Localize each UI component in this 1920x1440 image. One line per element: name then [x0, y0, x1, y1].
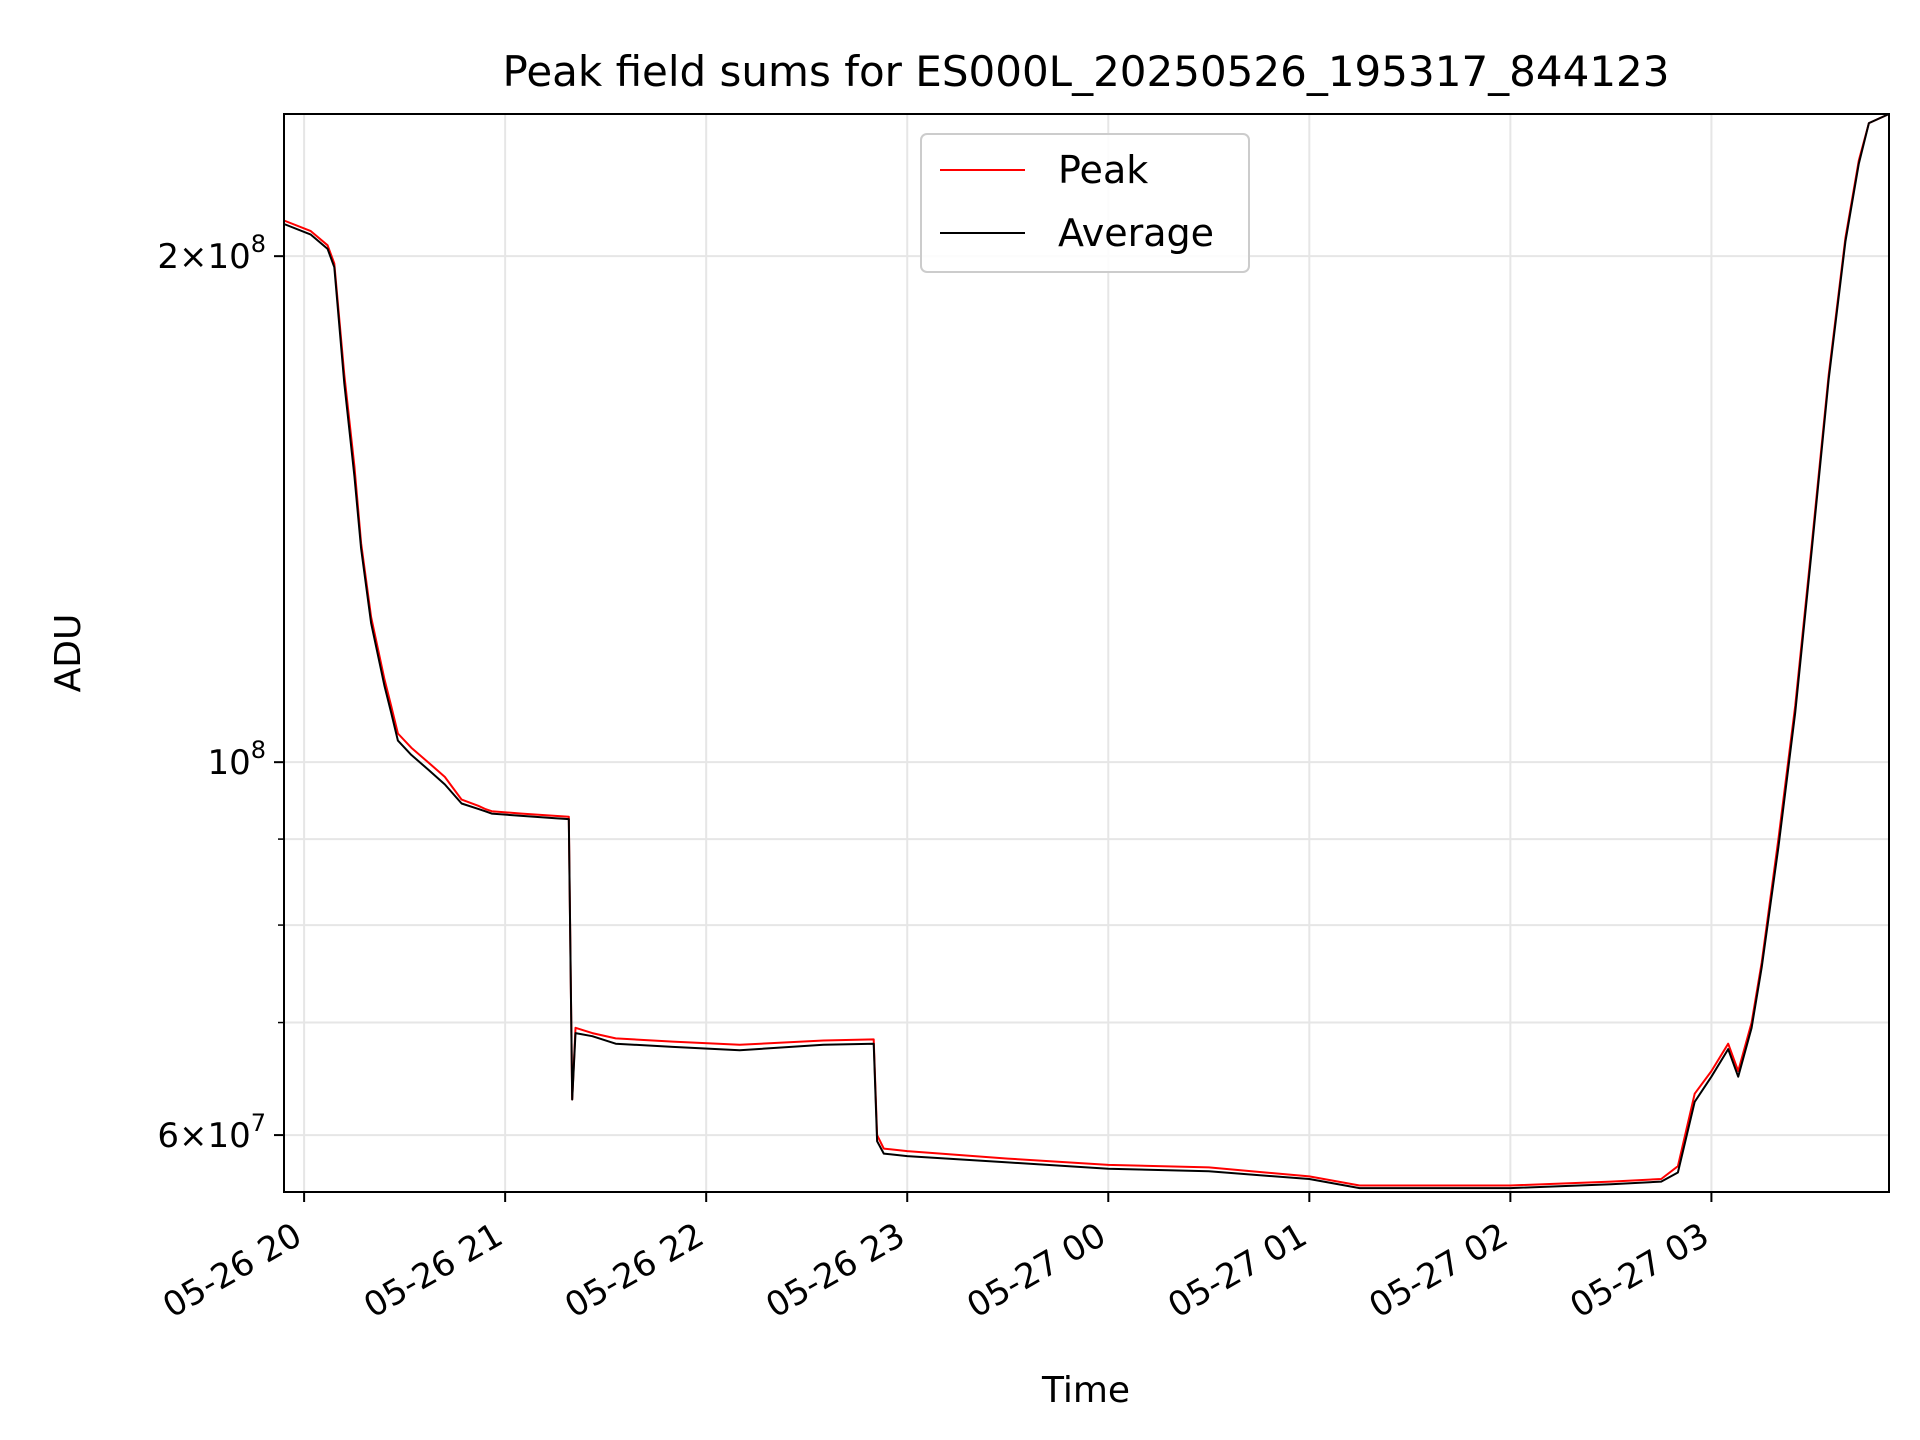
series-layer — [283, 113, 1890, 1190]
plot-frame — [283, 113, 1890, 1193]
y-tick-label: 108 — [207, 736, 266, 783]
legend: Peak Average — [920, 133, 1250, 273]
series-line-average — [283, 113, 1890, 1190]
legend-label-average: Average — [1058, 211, 1214, 255]
legend-box — [920, 133, 1250, 273]
y-tick-label: 2×108 — [157, 230, 266, 277]
y-tick-label: 6×107 — [157, 1109, 266, 1156]
x-axis-label: Time — [1041, 1370, 1130, 1411]
y-axis-label: ADU — [48, 614, 89, 693]
series-line-peak — [283, 113, 1890, 1187]
grid — [284, 114, 1889, 1192]
legend-label-peak: Peak — [1058, 148, 1148, 192]
y-axis: 2×108 108 6×107 — [157, 230, 284, 1156]
chart-title: Peak field sums for ES000L_20250526_1953… — [503, 47, 1670, 96]
